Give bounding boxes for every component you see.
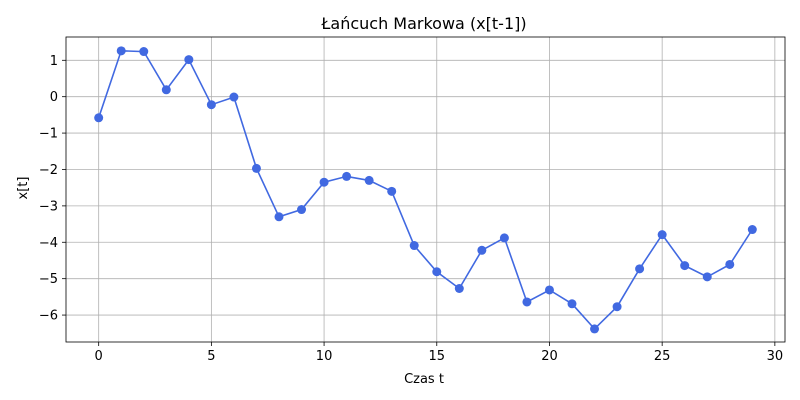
data-point (635, 264, 645, 274)
data-point (544, 285, 554, 295)
series-line (94, 46, 757, 334)
y-tick-label: −1 (39, 127, 58, 142)
data-point (477, 245, 487, 255)
grid-lines (66, 37, 785, 342)
data-point (387, 186, 397, 196)
x-tick-label: 20 (541, 349, 558, 364)
chart-title: Łańcuch Markowa (x[t-1]) (320, 14, 526, 33)
y-tick-label: −6 (39, 309, 58, 324)
data-point (680, 261, 690, 271)
data-point (297, 205, 307, 215)
y-tick-label: −2 (39, 163, 58, 178)
data-point (229, 92, 239, 102)
data-point (725, 259, 735, 269)
data-point (161, 85, 171, 95)
data-point (454, 283, 464, 293)
data-point (432, 267, 442, 277)
data-point (657, 230, 667, 240)
data-point (747, 225, 757, 235)
y-axis-label: x[t] (16, 177, 31, 200)
x-tick-label: 0 (95, 349, 103, 364)
data-point (206, 100, 216, 110)
y-tick-label: 0 (50, 90, 58, 105)
data-point (702, 272, 712, 282)
x-tick-label: 5 (207, 349, 215, 364)
data-point (567, 299, 577, 309)
data-point (364, 175, 374, 185)
data-point (522, 297, 532, 307)
x-axis-label: Czas t (404, 372, 444, 387)
data-point (319, 177, 329, 187)
data-point (409, 241, 419, 251)
y-tick-label: −5 (39, 272, 58, 287)
data-point (139, 47, 149, 57)
x-tick-label: 15 (428, 349, 445, 364)
y-tick-label: 1 (50, 54, 58, 69)
axes-frame (62, 36, 786, 346)
data-point (499, 233, 509, 243)
data-point (116, 46, 126, 56)
data-point (251, 163, 261, 173)
data-point (342, 171, 352, 181)
y-tick-label: −3 (39, 199, 58, 214)
data-point (274, 212, 284, 222)
x-tick-label: 10 (316, 349, 333, 364)
y-tick-label: −4 (39, 236, 58, 251)
data-point (590, 324, 600, 334)
data-point (94, 113, 104, 123)
x-tick-label: 30 (767, 349, 784, 364)
data-point (184, 55, 194, 65)
tick-labels: 0 5 10 15 20 25 30 −6 −5 −4 −3 −2 −1 0 1 (39, 54, 783, 364)
series-line-path (97, 49, 753, 331)
plot-area-frame (65, 36, 786, 343)
data-point (612, 302, 622, 312)
x-tick-label: 25 (654, 349, 671, 364)
